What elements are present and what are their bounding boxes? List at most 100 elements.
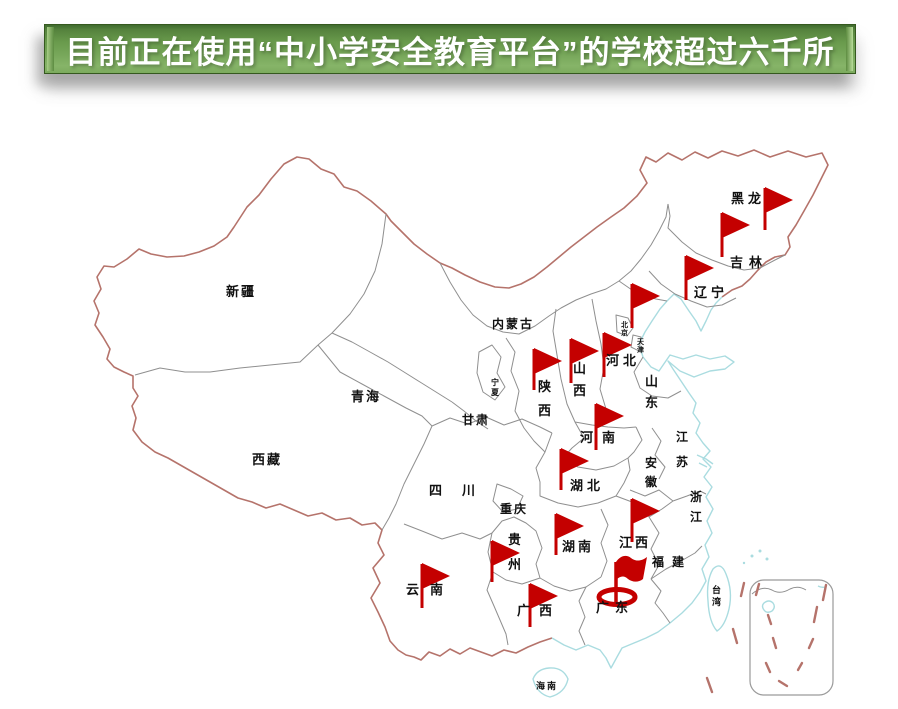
national-border-path bbox=[93, 149, 829, 661]
flag-jilin bbox=[684, 255, 714, 300]
province-label-fujian: 福建 bbox=[651, 554, 692, 569]
shanghai-estuary-islands bbox=[696, 454, 714, 468]
province-border-shandong bbox=[633, 356, 682, 399]
sea-islet-dot bbox=[742, 561, 746, 565]
province-label-heilongjiang: 黑龙 bbox=[731, 191, 765, 206]
flag-pennant-shape bbox=[530, 583, 558, 609]
province-label-shanxi: 山西 bbox=[573, 361, 586, 398]
province-border-henan-anhui bbox=[627, 426, 643, 459]
province-label-zhejiang: 浙江 bbox=[690, 489, 702, 524]
province-label-anhui: 安徽 bbox=[644, 455, 658, 489]
province-label-jilin: 吉林 bbox=[730, 255, 768, 270]
flag-hebei bbox=[602, 332, 632, 377]
province-label-hainan: 海南 bbox=[536, 680, 558, 691]
headline-banner: 目前正在使用“中小学安全教育平台”的学校超过六千所 bbox=[44, 24, 856, 74]
province-border-chongqing bbox=[492, 483, 524, 513]
province-label-henan: 河南 bbox=[580, 430, 624, 445]
flag-pennant-shape bbox=[765, 187, 793, 213]
nine-dash-segment bbox=[821, 583, 828, 602]
province-border-sichuan-south bbox=[403, 523, 493, 540]
nine-dash-segment bbox=[777, 679, 789, 688]
flag-guangxi bbox=[528, 583, 558, 627]
province-label-yunnan: 云南 bbox=[406, 582, 454, 597]
province-border-hubei bbox=[535, 451, 631, 508]
nine-dash-segment bbox=[812, 605, 819, 624]
province-border-tianjin bbox=[630, 334, 642, 352]
inset-coastline bbox=[751, 586, 807, 595]
flag-pennant-shape bbox=[422, 563, 450, 589]
flag-hunan bbox=[554, 513, 584, 555]
flag-pennant-shape bbox=[604, 332, 632, 358]
province-label-chongqing: 重庆 bbox=[500, 501, 528, 516]
flag-pennant-shape bbox=[632, 283, 660, 309]
nine-dash-segment bbox=[739, 581, 746, 598]
outer-dash-segment bbox=[705, 676, 714, 694]
province-border-beijing bbox=[615, 314, 634, 337]
province-border-qinghai-gansu bbox=[331, 332, 453, 403]
province-border-heilongjiang-jilin bbox=[667, 203, 786, 271]
sea-islet-dot bbox=[758, 549, 762, 553]
banner-text: 目前正在使用“中小学安全教育平台”的学校超过六千所 bbox=[65, 34, 835, 70]
flag-pennant-shape bbox=[686, 255, 714, 281]
flag-jiangxi bbox=[630, 498, 660, 542]
flag-pennant-shape bbox=[632, 498, 660, 524]
province-label-xinjiang: 新疆 bbox=[226, 284, 256, 299]
province-border-guangdong-fujian bbox=[650, 578, 671, 624]
flag-pennant-shape bbox=[561, 448, 589, 474]
province-border-ningxia bbox=[476, 344, 506, 401]
flag-shanxi bbox=[569, 338, 599, 383]
province-label-gansu: 甘肃 bbox=[462, 412, 490, 427]
province-label-shaanxi: 陕西 bbox=[538, 379, 552, 418]
province-label-tianjin: 天津 bbox=[637, 338, 645, 354]
province-label-guangdong: 广东 bbox=[596, 600, 634, 615]
flag-banner-shape bbox=[616, 555, 647, 582]
flag-pennant-shape bbox=[556, 513, 584, 539]
inset-hainan bbox=[761, 600, 775, 613]
province-label-hunan: 湖南 bbox=[562, 539, 594, 554]
province-border-shaanxi-west bbox=[505, 337, 553, 453]
island-taiwan bbox=[706, 565, 732, 632]
nine-dash-segment bbox=[807, 637, 815, 650]
province-border-jilin-liaoning bbox=[648, 270, 737, 308]
province-label-liaoning: 辽宁 bbox=[694, 285, 728, 300]
flag-hubei bbox=[559, 448, 589, 490]
province-border-guangdong-guangxi bbox=[578, 586, 587, 646]
province-border-sichuan-north bbox=[431, 416, 553, 434]
flag-pennant-shape bbox=[722, 212, 750, 238]
province-label-qinghai: 青海 bbox=[351, 389, 381, 404]
island-hainan bbox=[532, 667, 569, 698]
flag-guangdong bbox=[596, 555, 647, 607]
province-border-tibet-qinghai bbox=[317, 344, 433, 427]
coastline-path bbox=[551, 293, 735, 669]
province-border-anhui-jiangsu bbox=[651, 427, 666, 480]
nine-dash-segment bbox=[766, 613, 773, 626]
province-label-xizang: 西藏 bbox=[252, 452, 282, 467]
flag-shaanxi bbox=[532, 348, 562, 390]
nine-dash-segment bbox=[771, 636, 778, 650]
national-border-layer bbox=[93, 149, 829, 661]
province-border-henan-south bbox=[561, 437, 629, 471]
coastline-layer bbox=[532, 293, 769, 698]
province-border-henan-north bbox=[574, 421, 637, 429]
flag-ring bbox=[596, 587, 638, 607]
flag-liaoning bbox=[630, 283, 660, 328]
province-border-jiangsu-zhejiang bbox=[672, 490, 707, 502]
province-border-inner-mongolia bbox=[439, 203, 669, 335]
province-label-guizhou: 贵州 bbox=[507, 532, 521, 572]
province-border-xinjiang bbox=[134, 213, 387, 376]
province-border-jiangxi-fujian bbox=[648, 516, 660, 580]
province-label-beijing: 北京 bbox=[621, 320, 628, 337]
province-label-jiangsu: 江苏 bbox=[676, 429, 688, 469]
sea-islet-dot bbox=[765, 557, 769, 561]
inset-box bbox=[749, 579, 834, 696]
province-label-taiwan: 台湾 bbox=[712, 584, 721, 607]
province-border-yunnan-guangxi bbox=[486, 571, 509, 646]
province-border-zhejiang-fujian bbox=[650, 545, 703, 580]
province-border-hunan-jiangxi bbox=[600, 508, 609, 578]
flag-pennant-shape bbox=[596, 403, 624, 429]
south-china-sea-inset bbox=[705, 579, 834, 696]
nine-dash-segment bbox=[754, 582, 761, 597]
